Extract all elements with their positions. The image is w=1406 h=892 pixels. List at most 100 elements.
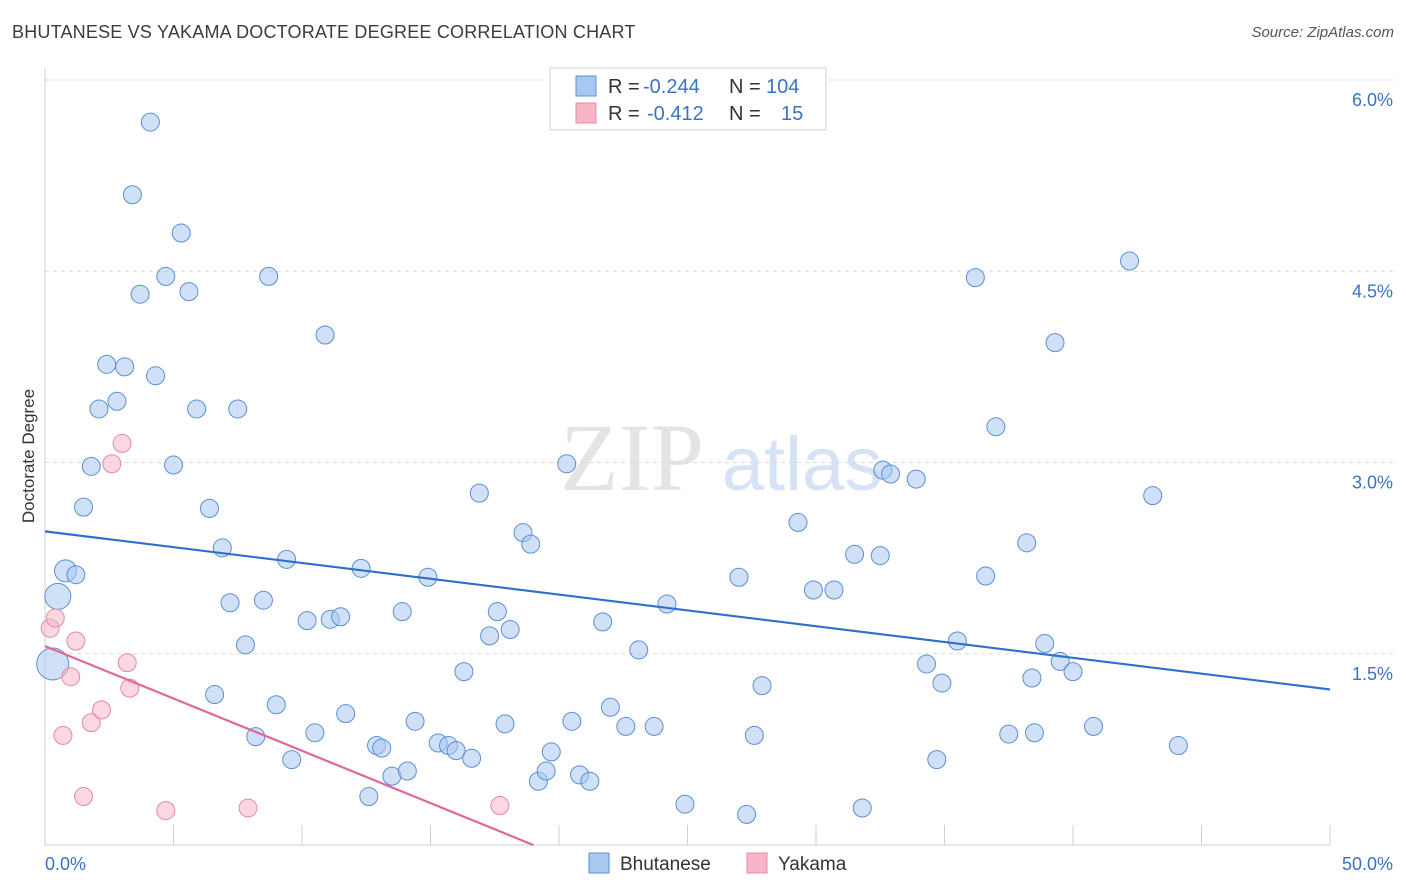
bhutanese-point [205, 685, 225, 705]
legend-r-label-1: R = [608, 76, 640, 98]
bhutanese-point [521, 534, 541, 554]
bhutanese-point [932, 673, 952, 693]
x-tick-label-max: 50.0% [1342, 854, 1393, 874]
bhutanese-point [74, 497, 94, 517]
yakama-point [156, 801, 176, 821]
bhutanese-point [253, 590, 273, 610]
bhutanese-point [259, 266, 279, 286]
bhutanese-point [927, 750, 947, 770]
legend-n-value-1: 104 [766, 76, 799, 98]
bhutanese-point [616, 716, 636, 736]
bhutanese-point [824, 580, 844, 600]
bhutanese-point [500, 620, 520, 640]
bhutanese-point [164, 455, 183, 475]
bhutanese-point [1168, 736, 1188, 756]
data-points [36, 112, 1188, 824]
y-tick-label: 3.0% [1352, 473, 1393, 493]
bhutanese-point [315, 325, 335, 345]
bhutanese-point [359, 787, 379, 807]
yakama-point [81, 713, 101, 733]
bhutanese-point [454, 662, 474, 682]
bhutanese-point [282, 750, 302, 770]
bhutanese-point [179, 282, 199, 302]
bhutanese-point [852, 798, 872, 818]
bhutanese-point [97, 354, 117, 374]
bhutanese-point [446, 741, 466, 761]
bhutanese-point [999, 724, 1019, 744]
bhutanese-point [1063, 662, 1083, 682]
bhutanese-point [81, 456, 101, 476]
bhutanese-point [187, 399, 207, 419]
bhutanese-point [171, 223, 191, 243]
bhutanese-point [351, 558, 371, 578]
bhutanese-point [122, 185, 142, 205]
bhutanese-point [917, 654, 937, 674]
y-tick-labels: 1.5% 3.0% 4.5% 6.0% [1352, 90, 1393, 684]
yakama-trend-line [44, 645, 534, 847]
bhutanese-point [1143, 486, 1163, 506]
bhutanese-point [947, 631, 967, 651]
stats-legend: R = -0.244 N = 104 R = -0.412 N = 15 [549, 67, 827, 131]
bhutanese-point [1017, 533, 1037, 553]
bhutanese-point [1024, 723, 1044, 743]
bhutanese-point [36, 647, 70, 681]
bhutanese-point [220, 593, 240, 613]
bhutanese-point [107, 391, 127, 411]
bhutanese-point [803, 580, 823, 600]
bhutanese-point [228, 399, 248, 419]
watermark-zip: ZIP [560, 404, 704, 511]
bhutanese-point [146, 366, 166, 386]
axes [44, 68, 1331, 846]
watermark-atlas: atlas [722, 422, 883, 507]
yakama-point [53, 725, 73, 745]
bhutanese-point [115, 357, 135, 377]
bhutanese-point [372, 738, 392, 758]
bhutanese-point [536, 761, 556, 781]
bhutanese-point [657, 594, 677, 614]
legend-r-value-1: -0.244 [643, 76, 700, 98]
bottom-legend-swatch-yakama [746, 852, 768, 874]
yakama-point [112, 433, 132, 453]
x-tick-labels: 0.0% 50.0% [45, 854, 1393, 874]
bottom-legend-label-yakama: Yakama [778, 854, 847, 875]
bhutanese-point [1120, 251, 1140, 271]
bhutanese-point [331, 607, 351, 627]
bhutanese-point [89, 399, 109, 419]
yakama-point [102, 454, 122, 474]
bhutanese-point [600, 697, 620, 717]
y-tick-label: 6.0% [1352, 90, 1393, 110]
bhutanese-point [593, 612, 613, 632]
bhutanese-point [675, 794, 695, 814]
yakama-point [238, 798, 258, 818]
bhutanese-point [495, 714, 515, 734]
legend-r-value-2: -0.412 [647, 103, 704, 125]
bhutanese-point [562, 711, 582, 731]
legend-n-label-1: N = [729, 76, 761, 98]
legend-r-label-2: R = [608, 103, 640, 125]
bhutanese-point [305, 723, 325, 743]
bhutanese-point [1084, 716, 1104, 736]
bhutanese-point [487, 602, 507, 622]
series-yakama [40, 433, 510, 821]
bhutanese-point [1045, 333, 1065, 353]
series-bhutanese [36, 112, 1188, 824]
bottom-legend-label-bhutanese: Bhutanese [620, 854, 711, 875]
bhutanese-point [557, 454, 577, 474]
chart-title: BHUTANESE VS YAKAMA DOCTORATE DEGREE COR… [12, 22, 636, 42]
bhutanese-point [752, 676, 772, 696]
legend-n-value-2: 15 [781, 103, 803, 125]
bhutanese-point [906, 469, 926, 489]
bhutanese-trend-line [44, 530, 1331, 691]
legend-swatch-yakama [575, 102, 597, 124]
bhutanese-point [986, 417, 1006, 437]
y-tick-label: 1.5% [1352, 664, 1393, 684]
series-legend: Bhutanese Yakama [588, 852, 847, 875]
yakama-point [66, 631, 86, 651]
bhutanese-point [405, 711, 425, 731]
bhutanese-point [845, 544, 865, 564]
bhutanese-point [744, 725, 764, 745]
bhutanese-point [130, 284, 150, 304]
bhutanese-point [480, 626, 500, 646]
y-axis-label: Doctorate Degree [19, 389, 38, 523]
yakama-point [490, 795, 510, 815]
